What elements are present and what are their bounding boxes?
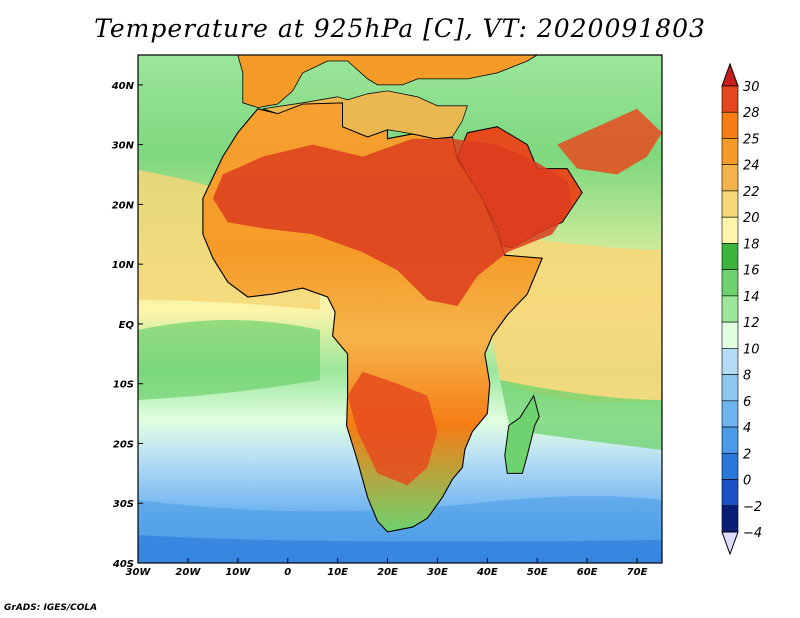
colorbar-label: 16	[743, 264, 760, 279]
colorbar-swatch	[721, 295, 739, 323]
colorbar-swatch	[721, 138, 739, 166]
colorbar-swatch	[721, 479, 739, 507]
lat-tick-label: 20S	[113, 439, 134, 450]
zone-hot-sahara-arabia	[212, 138, 573, 306]
colorbar-swatch	[721, 321, 739, 349]
colorbar-top-arrow	[721, 62, 739, 87]
colorbar-label: 20	[743, 211, 760, 226]
colorbar-swatch	[721, 216, 739, 244]
colorbar-label: 0	[743, 474, 751, 489]
colorbar-swatch	[721, 374, 739, 402]
lon-tick-label: 40E	[476, 567, 498, 578]
lat-tick-label: 40N	[111, 81, 135, 92]
colorbar-label: −4	[743, 526, 762, 541]
colorbar-swatch	[721, 85, 739, 113]
madagascar	[504, 394, 540, 474]
lat-tick-label: 40S	[112, 559, 134, 570]
map-title: Temperature at 925hPa [C], VT: 202009180…	[94, 14, 706, 43]
lat-tick-label: 10N	[112, 260, 135, 271]
southern-europe	[237, 55, 538, 109]
colorbar-label: 14	[743, 290, 760, 305]
colorbar-label: 12	[743, 316, 760, 331]
colorbar-label: 4	[743, 421, 751, 436]
lon-tick-label: 20W	[175, 567, 201, 578]
lon-tick-label: 60E	[577, 567, 598, 578]
lon-tick-label: 20E	[377, 567, 398, 578]
lat-tick-label: 20N	[112, 200, 135, 211]
colorbar-label: 28	[743, 106, 760, 121]
colorbar-swatch	[721, 400, 739, 428]
colorbar-label: 10	[743, 342, 760, 357]
colorbar-label: 6	[743, 395, 751, 410]
lon-tick-label: 0	[284, 567, 291, 578]
latitude-axis: 40N 30N 20N 10N EQ 10S 20S 30S 40S	[111, 81, 143, 570]
colorbar-swatch	[721, 164, 739, 192]
colorbar-swatch	[721, 111, 739, 139]
zone-hot-southern-africa	[347, 371, 438, 486]
colorbar-swatch	[721, 426, 739, 454]
colorbar-label: 30	[743, 80, 760, 95]
colorbar-label: 24	[743, 159, 760, 174]
mediterranean-sea	[262, 90, 468, 140]
lat-tick-label: EQ	[119, 320, 135, 331]
lon-tick-label: 10E	[327, 567, 348, 578]
colorbar-label: 8	[743, 369, 751, 384]
lon-tick-label: 30E	[427, 567, 448, 578]
lon-tick-label: 50E	[527, 567, 548, 578]
colorbar-swatch	[721, 348, 739, 375]
colorbar-swatch	[721, 190, 739, 218]
map-frame	[137, 54, 663, 564]
colorbar-label: −2	[743, 500, 762, 515]
lat-tick-label: 30S	[113, 499, 134, 510]
colorbar-swatch	[721, 452, 739, 480]
lon-tick-label: 70E	[627, 567, 648, 578]
map-plot-area	[138, 55, 662, 563]
longitude-axis: 30W 20W 10W 0 10E 20E 30E 40E 50E 60E 70E	[126, 558, 648, 578]
temperature-zones	[212, 108, 662, 486]
colorbar-swatch	[721, 269, 739, 297]
lat-tick-label: 30N	[112, 141, 135, 152]
lon-tick-label: 10W	[225, 567, 251, 578]
colorbar-bottom-arrow	[721, 531, 739, 556]
colorbar-label: 2	[743, 447, 751, 462]
grads-credit: GrADS: IGES/COLA	[4, 603, 98, 613]
lat-tick-label: 10S	[113, 380, 134, 391]
colorbar-swatch	[721, 505, 739, 533]
colorbar-label: 25	[743, 132, 760, 147]
colorbar-swatch	[721, 243, 739, 270]
zone-hot-iran	[557, 108, 662, 175]
colorbar-label: 22	[743, 185, 760, 200]
colorbar-label: 18	[743, 237, 760, 252]
lon-tick-label: 30W	[126, 567, 152, 578]
